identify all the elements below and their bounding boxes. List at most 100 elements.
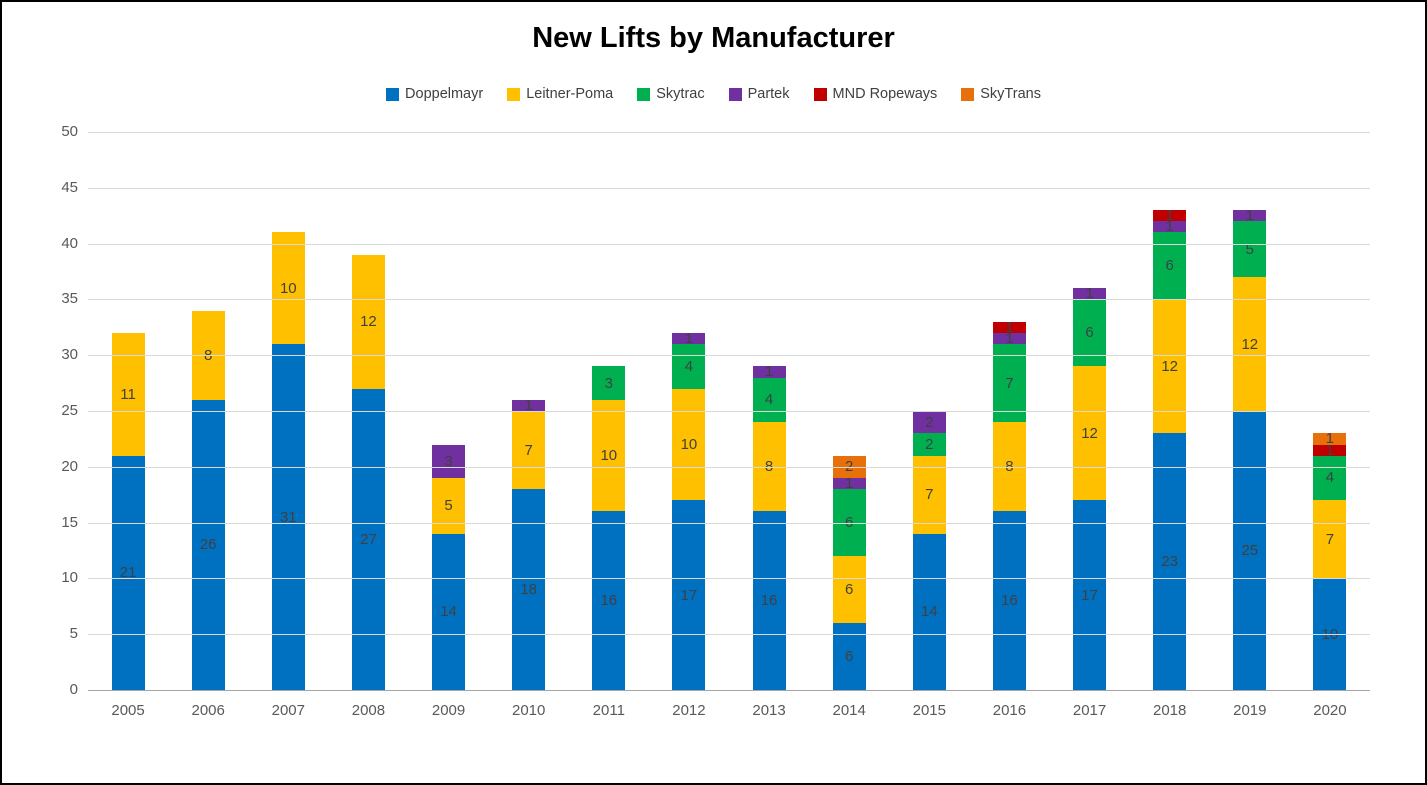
segment-value-label: 1 <box>1245 207 1254 225</box>
bar-segment-leitner-poma: 7 <box>912 455 946 534</box>
bar-segment-doppelmayr: 31 <box>271 344 305 690</box>
legend-label: Doppelmayr <box>405 86 484 102</box>
bar-segment-skytrac: 7 <box>992 344 1026 423</box>
bar-segment-partek: 1 <box>1073 286 1107 301</box>
y-axis-tick-label: 10 <box>61 569 78 587</box>
bar-segment-leitner-poma: 12 <box>1233 277 1267 411</box>
segment-value-label: 7 <box>1325 530 1335 548</box>
bar-segment-leitner-poma: 6 <box>832 556 866 624</box>
legend: Doppelmayr Leitner-Poma Skytrac Partek MND R… <box>2 86 1425 102</box>
segment-value-label: 1 <box>1005 318 1014 336</box>
legend-label: MND Ropeways <box>832 86 938 102</box>
bar-segment-partek: 1 <box>752 363 786 381</box>
segment-value-label: 2 <box>925 436 934 453</box>
segment-value-label: 6 <box>845 648 854 666</box>
segment-value-label: 7 <box>524 441 533 459</box>
segment-value-label: 23 <box>1161 553 1179 571</box>
bar-segment-doppelmayr: 14 <box>432 533 466 690</box>
bar-segment-doppelmayr: 16 <box>592 511 626 690</box>
segment-value-label: 31 <box>279 508 297 526</box>
bar-segment-doppelmayr: 6 <box>832 623 866 690</box>
segment-value-label: 14 <box>440 603 457 621</box>
segment-value-label: 14 <box>920 603 938 621</box>
x-axis-label: 2007 <box>271 702 305 719</box>
y-axis-tick-label: 35 <box>61 290 78 308</box>
bar-segment-partek: 1 <box>1153 218 1187 236</box>
y-axis-tick-label: 5 <box>69 625 78 643</box>
bar-segment-skytrac: 3 <box>592 366 626 400</box>
segment-value-label: 16 <box>760 592 778 610</box>
legend-item-doppelmayr: Doppelmayr <box>386 86 483 102</box>
gridline <box>88 299 1370 301</box>
segment-value-label: 10 <box>279 279 297 297</box>
segment-value-label: 4 <box>764 391 774 409</box>
legend-marker-icon <box>728 87 742 101</box>
bar-segment-leitner-poma: 7 <box>1313 500 1347 579</box>
bar-segment-partek: 1 <box>512 396 546 414</box>
bar-segment-doppelmayr: 16 <box>752 511 786 690</box>
gridline <box>88 466 1370 468</box>
segment-value-label: 10 <box>600 447 618 465</box>
bar-column-2013: 16 8 4 1 <box>729 132 809 690</box>
segment-value-label: 4 <box>1325 469 1335 487</box>
bar-segment-leitner-poma: 10 <box>592 399 626 512</box>
x-axis-label: 2010 <box>512 702 546 719</box>
bar-segment-leitner-poma: 11 <box>111 332 145 456</box>
segment-value-label: 2 <box>925 413 934 431</box>
bar-segment-leitner-poma: 12 <box>351 254 385 389</box>
bar-column-2007: 31 10 <box>248 132 328 690</box>
x-axis-label: 2012 <box>672 702 706 719</box>
legend-marker-icon <box>813 87 827 101</box>
legend-marker-icon <box>637 87 651 101</box>
segment-value-label: 17 <box>1081 586 1098 604</box>
segment-value-label: 17 <box>680 586 698 604</box>
bar-column-2012: 17 10 4 1 <box>649 132 729 690</box>
segment-value-label: 1 <box>764 363 774 381</box>
legend-marker-icon <box>507 87 521 101</box>
bar-segment-doppelmayr: 27 <box>351 388 385 690</box>
legend-item-partek: Partek <box>728 86 790 102</box>
segment-value-label: 21 <box>119 564 137 582</box>
bar-segment-doppelmayr: 14 <box>912 533 946 690</box>
bar-segment-doppelmayr: 16 <box>992 511 1026 690</box>
legend-item-leitner-poma: Leitner-Poma <box>507 86 613 102</box>
x-axis-label: 2005 <box>111 702 145 719</box>
segment-value-label: 12 <box>1241 335 1259 353</box>
bar-segment-leitner-poma: 12 <box>1073 366 1107 501</box>
segment-value-label: 6 <box>1085 324 1094 342</box>
x-axis-label: 2006 <box>191 702 225 719</box>
bar-segment-mnd-ropeways: 1 <box>992 318 1026 336</box>
segment-value-label: 1 <box>524 396 533 414</box>
x-axis-line <box>88 690 1370 691</box>
legend-label: SkyTrans <box>980 86 1041 102</box>
bar-segment-skytrac: 4 <box>1313 455 1347 501</box>
gridline <box>88 355 1370 357</box>
bar-segment-mnd-ropeways: 1 <box>1313 441 1347 459</box>
segment-value-label: 10 <box>680 435 698 453</box>
gridline <box>88 578 1370 580</box>
segment-value-label: 27 <box>360 530 377 548</box>
segment-value-label: 3 <box>444 452 453 470</box>
x-axis-label: 2019 <box>1233 702 1267 719</box>
x-axis-label: 2011 <box>592 702 625 719</box>
segment-value-label: 1 <box>1165 218 1174 236</box>
bar-segment-skytrac: 4 <box>752 377 786 423</box>
bar-segment-mnd-ropeways: 1 <box>1153 207 1187 225</box>
segment-value-label: 7 <box>925 486 934 504</box>
segment-value-label: 1 <box>1325 441 1335 459</box>
bar-segment-leitner-poma: 12 <box>1153 299 1187 434</box>
x-axis-label: 2016 <box>992 702 1027 719</box>
legend-item-mnd-ropeways: MND Ropeways <box>813 86 938 102</box>
bar-column-2009: 14 5 3 <box>409 132 489 690</box>
segment-value-label: 1 <box>845 475 854 493</box>
bar-segment-doppelmayr: 17 <box>1073 500 1107 690</box>
segment-value-label: 1 <box>1165 207 1174 225</box>
legend-label: Leitner-Poma <box>526 86 614 102</box>
gridline <box>88 187 1370 189</box>
gridline <box>88 132 1370 133</box>
bar-segment-partek: 3 <box>432 444 466 478</box>
bar-column-2020: 10 7 4 1 1 <box>1290 132 1370 690</box>
x-axis-label: 2020 <box>1313 702 1347 719</box>
x-axis-label: 2014 <box>832 702 866 719</box>
gridline <box>88 522 1370 524</box>
